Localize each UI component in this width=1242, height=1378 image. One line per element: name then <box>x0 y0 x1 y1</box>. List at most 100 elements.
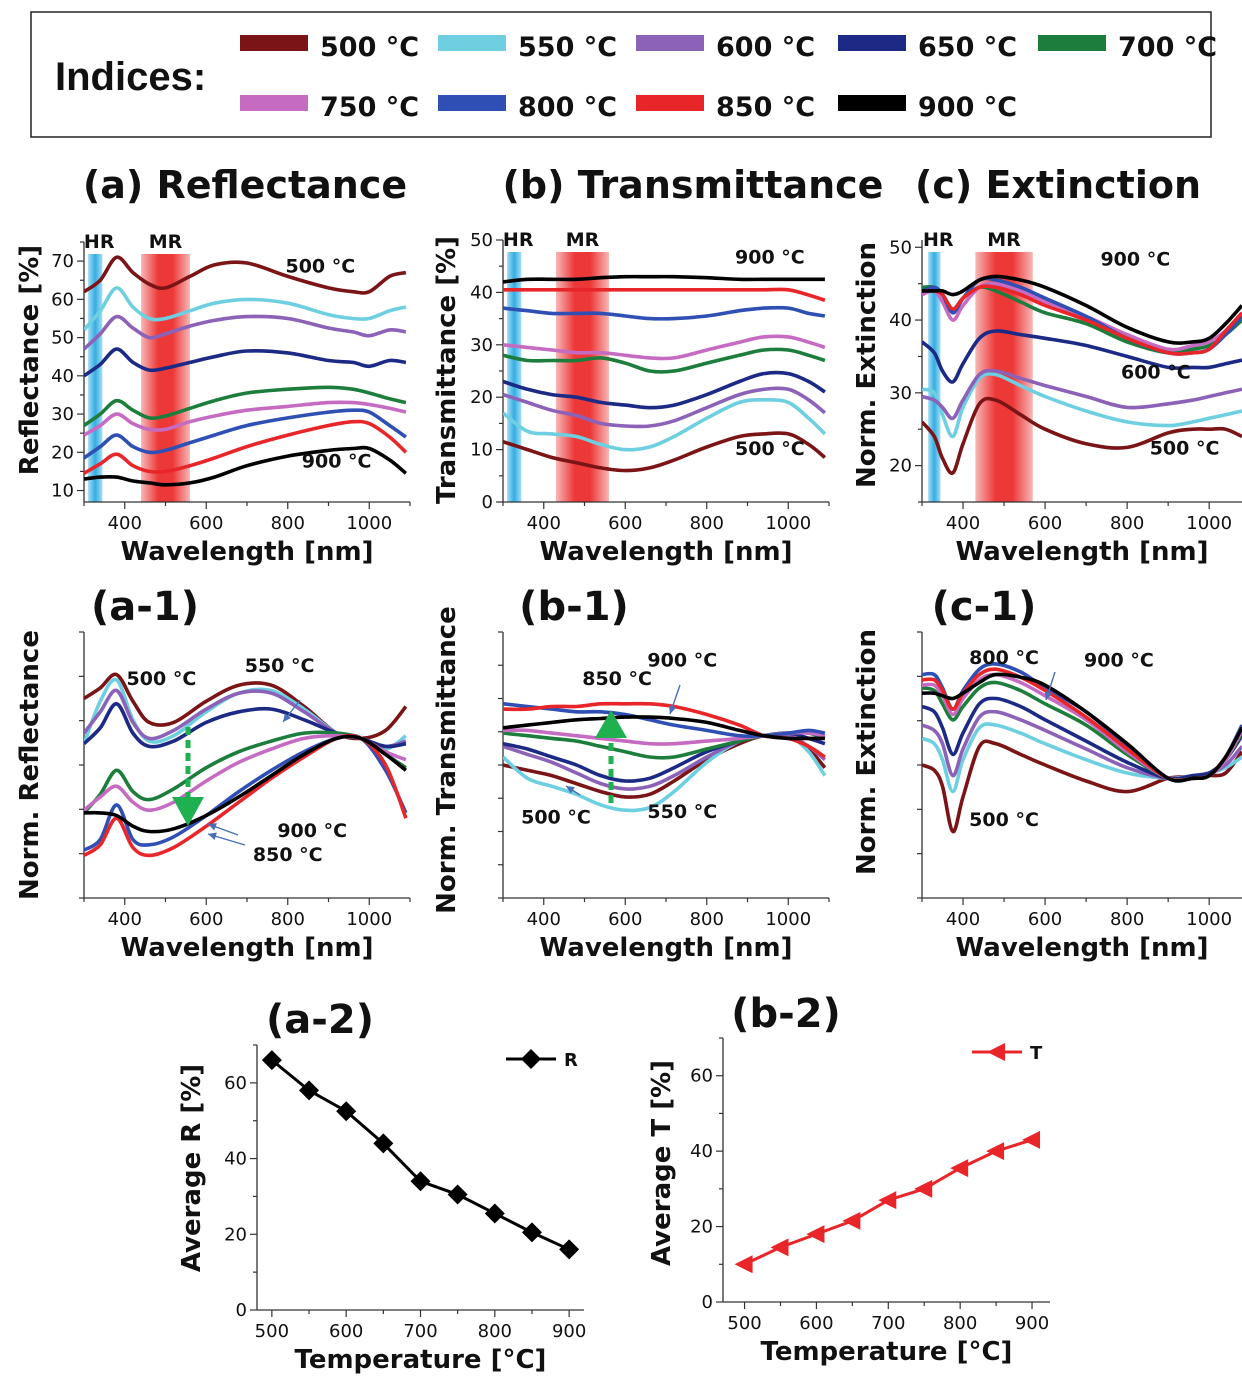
series-line-600C <box>503 732 827 791</box>
legend-swatch <box>636 95 704 111</box>
annotation-label: 600 °C <box>1121 361 1191 383</box>
series-group <box>503 274 827 473</box>
data-point <box>878 1191 897 1210</box>
series-line-850C <box>922 284 1242 356</box>
series-line-650C <box>84 702 407 749</box>
y-tick-label: 40 <box>470 282 493 303</box>
y-axis-label: Transmittance [%] <box>432 236 462 504</box>
series-line-900C <box>503 715 825 741</box>
y-tick-label: 10 <box>470 440 493 461</box>
x-tick-label: 900 <box>1015 1313 1049 1334</box>
panel-title: (a) Reflectance <box>83 163 407 207</box>
legend-swatch <box>636 35 704 51</box>
x-tick-label: 500 <box>727 1313 761 1334</box>
legend-swatch <box>438 95 506 111</box>
y-tick-label: 30 <box>889 383 912 404</box>
x-tick-label: 600 <box>799 1313 833 1334</box>
pointer-arrowhead <box>566 786 575 794</box>
x-tick-label: 900 <box>552 1321 586 1342</box>
y-tick-label: 20 <box>470 387 493 408</box>
panel-b-1: (b-1) 400 600 800 1000 Wavelength [nm] Norm. T… <box>432 584 830 963</box>
annotation-label: 900 °C <box>277 820 347 842</box>
pointer-arrowhead <box>208 823 217 831</box>
pointer-arrowhead <box>668 705 677 714</box>
legend-marker <box>987 1043 1005 1061</box>
data-point <box>484 1203 505 1224</box>
y-axis-label: Average T [%] <box>647 1060 677 1266</box>
annotation-label: 500 °C <box>521 807 591 829</box>
series-line-600C <box>503 386 827 429</box>
data-point <box>950 1159 969 1178</box>
y-tick-label: 0 <box>482 492 493 513</box>
series-line-550C <box>84 286 407 332</box>
panel-title: (a-2) <box>266 997 374 1043</box>
annotation-label: 900 °C <box>302 451 372 473</box>
series-line-850C <box>84 419 408 475</box>
panel-title: (b) Transmittance <box>503 163 884 207</box>
legend-frame <box>30 11 1212 138</box>
panel-title: (a-1) <box>91 584 199 630</box>
y-tick-label: 10 <box>51 481 74 502</box>
series-line-800C <box>503 305 826 321</box>
series-group <box>261 1050 580 1260</box>
x-tick-label: 600 <box>608 513 642 534</box>
x-tick-label: 400 <box>108 909 142 930</box>
y-tick-label: 30 <box>470 335 493 356</box>
legend-label: 800 °C <box>518 92 617 123</box>
annotation-label: 900 °C <box>647 650 717 672</box>
x-tick-label: 1000 <box>1186 513 1232 534</box>
x-tick-label: 700 <box>403 1321 437 1342</box>
panel-c: (c) Extinction HR MR 400 600 800 1000 20 30 40 50 W… <box>852 163 1242 567</box>
y-axis-label: Average R [%] <box>177 1064 207 1272</box>
annotation-label: 900 °C <box>735 247 805 269</box>
series-line-650C <box>503 370 826 410</box>
y-tick-label: 50 <box>470 230 493 251</box>
legend-label: 700 °C <box>1118 32 1217 63</box>
pointer-arrowhead <box>1044 691 1053 700</box>
annotation-label: 800 °C <box>969 647 1039 669</box>
legend-marker <box>521 1049 541 1069</box>
legend-entry: T <box>1030 1043 1043 1064</box>
y-tick-label: 40 <box>224 1149 247 1170</box>
series-line-850C <box>922 667 1242 783</box>
y-tick-label: 0 <box>236 1300 247 1321</box>
x-axis-label: Wavelength [nm] <box>540 933 793 963</box>
x-tick-label: 500 <box>255 1321 289 1342</box>
data-point <box>986 1142 1005 1161</box>
series-group <box>84 255 408 487</box>
trend-arrowhead-up <box>595 710 627 738</box>
x-tick-label: 400 <box>946 909 980 930</box>
y-tick-label: 40 <box>690 1141 713 1162</box>
x-tick-label: 400 <box>527 909 561 930</box>
data-point <box>842 1211 861 1230</box>
panel-c-1: (c-1) 400 600 800 1000 Wavelength [nm] Norm. E… <box>852 584 1242 963</box>
y-tick-label: 60 <box>51 289 74 310</box>
x-tick-label: 1000 <box>1186 909 1232 930</box>
trend-arrowhead-down <box>172 797 204 826</box>
annotation-label: 500 °C <box>285 256 355 278</box>
data-point <box>559 1239 580 1260</box>
y-axis-label: Norm. Transmittance <box>432 606 462 914</box>
x-tick-label: 800 <box>1110 513 1144 534</box>
series-line-750C <box>503 334 826 361</box>
legend-label: 500 °C <box>320 32 419 63</box>
annotation-label: 500 °C <box>127 668 197 690</box>
y-tick-label: 20 <box>51 442 74 463</box>
annotation-label: 850 °C <box>253 844 323 866</box>
x-tick-label: 800 <box>1110 909 1144 930</box>
annotation-label: 900 °C <box>1084 650 1154 672</box>
series-line-900C <box>503 274 825 284</box>
series-line-800C <box>84 408 407 460</box>
annotation-label: 550 °C <box>647 801 717 823</box>
x-tick-label: 1000 <box>346 909 392 930</box>
legend-swatch <box>240 35 308 51</box>
series-group <box>922 662 1242 834</box>
series-line-900C <box>84 445 408 487</box>
x-tick-label: 800 <box>478 1321 512 1342</box>
legend-label: 900 °C <box>918 92 1017 123</box>
annotation-label: 550 °C <box>245 655 315 677</box>
band-label: HR <box>923 229 954 251</box>
band-hr <box>507 252 522 502</box>
band-label: HR <box>84 231 115 253</box>
band-hr <box>88 254 103 502</box>
